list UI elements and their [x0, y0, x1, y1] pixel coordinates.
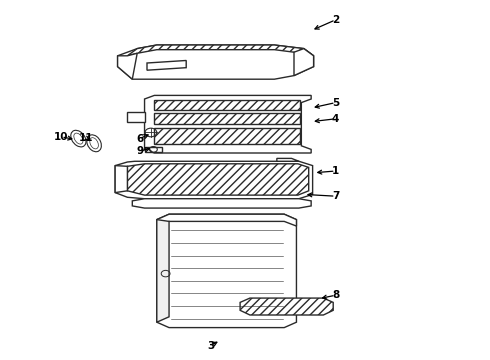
- Text: 7: 7: [332, 191, 340, 201]
- Polygon shape: [127, 164, 309, 195]
- Polygon shape: [147, 60, 186, 70]
- Text: 6: 6: [136, 134, 143, 144]
- Text: 9: 9: [136, 146, 143, 156]
- Polygon shape: [127, 112, 145, 122]
- Ellipse shape: [87, 135, 101, 152]
- Polygon shape: [115, 166, 127, 193]
- Text: 11: 11: [78, 133, 93, 143]
- Text: 5: 5: [332, 98, 339, 108]
- Polygon shape: [157, 214, 296, 226]
- Ellipse shape: [71, 130, 86, 147]
- Ellipse shape: [74, 133, 83, 144]
- Polygon shape: [154, 128, 300, 144]
- Text: 10: 10: [54, 132, 69, 142]
- Text: 1: 1: [332, 166, 339, 176]
- Polygon shape: [277, 158, 299, 161]
- Polygon shape: [127, 45, 314, 56]
- Text: 4: 4: [332, 114, 340, 124]
- Polygon shape: [118, 53, 137, 79]
- Polygon shape: [157, 220, 169, 322]
- Ellipse shape: [90, 138, 98, 149]
- Polygon shape: [294, 49, 314, 76]
- Polygon shape: [154, 113, 300, 124]
- Polygon shape: [240, 298, 333, 315]
- Text: 8: 8: [332, 290, 339, 300]
- Polygon shape: [132, 199, 311, 208]
- Polygon shape: [115, 161, 313, 199]
- Polygon shape: [154, 100, 300, 110]
- Text: 2: 2: [332, 15, 339, 25]
- Polygon shape: [145, 147, 162, 152]
- Polygon shape: [118, 45, 314, 79]
- Polygon shape: [157, 214, 296, 328]
- Text: 3: 3: [207, 341, 214, 351]
- Polygon shape: [145, 95, 311, 153]
